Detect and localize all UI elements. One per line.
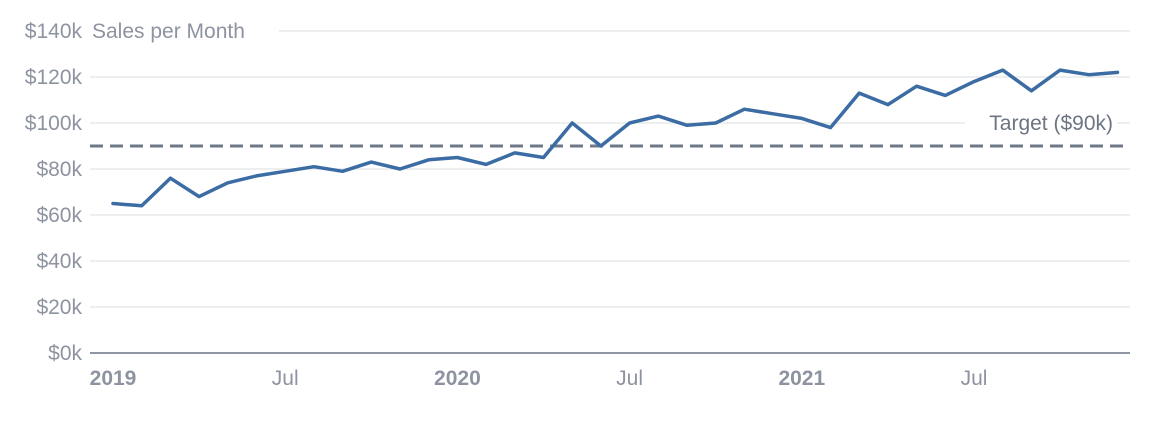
x-axis-tick-label: 2021 bbox=[778, 367, 825, 390]
x-axis-labels-group: 2019 Jul 2020 Jul 2021 Jul bbox=[90, 367, 988, 390]
y-axis-tick-label: $20k bbox=[36, 296, 82, 319]
y-axis-tick-label: $100k bbox=[25, 112, 83, 135]
y-axis-tick-label: $80k bbox=[36, 158, 82, 181]
y-axis-labels-group: $140k $120k $100k $80k $60k $40k $20k $0k bbox=[25, 20, 83, 365]
series-group bbox=[111, 68, 1120, 208]
x-axis-tick-label: Jul bbox=[961, 367, 988, 390]
y-axis-tick-label: $60k bbox=[36, 204, 82, 227]
x-axis-tick-label: 2020 bbox=[434, 367, 481, 390]
x-axis-tick-label: Jul bbox=[272, 367, 299, 390]
y-axis-tick-label: $40k bbox=[36, 250, 82, 273]
grid-lines-group bbox=[90, 30, 1130, 354]
x-axis-tick-label: Jul bbox=[616, 367, 643, 390]
y-axis-tick-label: $120k bbox=[25, 66, 83, 89]
sales-line-series bbox=[111, 68, 1120, 208]
chart-title: Sales per Month bbox=[92, 20, 245, 43]
target-label: Target ($90k) bbox=[989, 112, 1113, 135]
y-axis-tick-label: $0k bbox=[48, 342, 82, 365]
x-axis-tick-label: 2019 bbox=[90, 367, 137, 390]
y-axis-tick-label: $140k bbox=[25, 20, 83, 43]
